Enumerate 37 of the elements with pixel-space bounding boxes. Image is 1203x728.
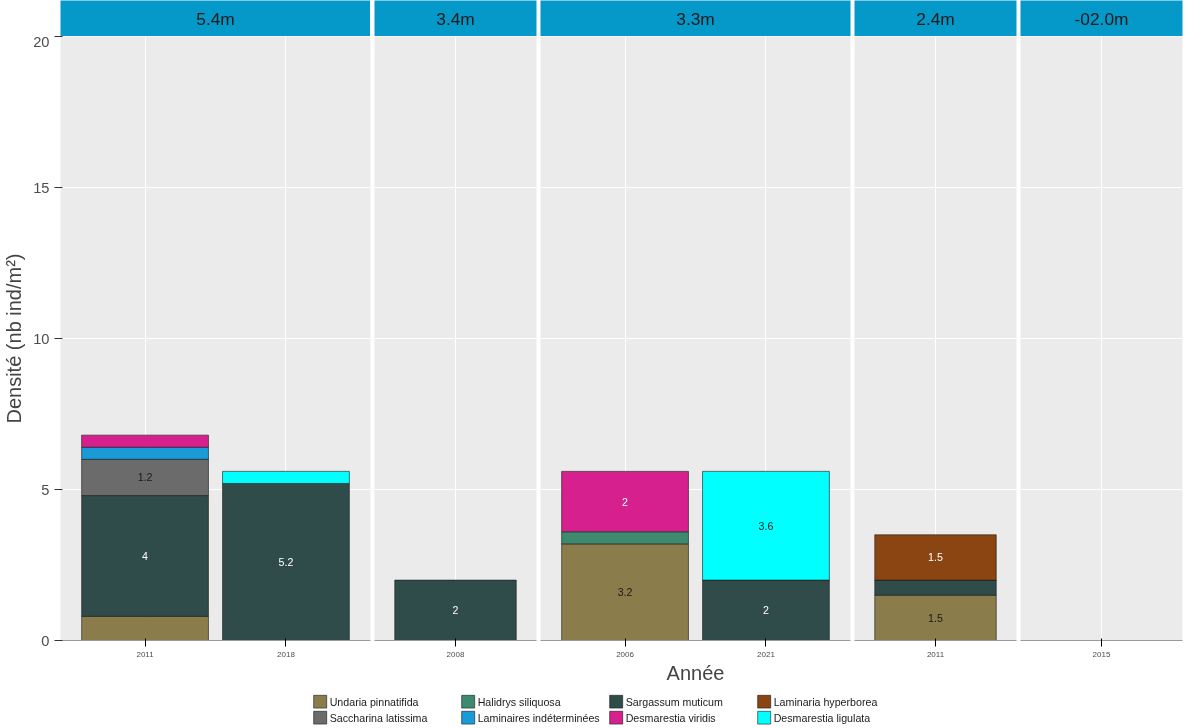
y-tick-label: 15: [33, 179, 50, 196]
legend-label: Undaria pinnatifida: [329, 695, 419, 708]
legend-label: Desmarestia ligulata: [773, 711, 871, 724]
chart-title: -02.0m: [1074, 8, 1129, 29]
x-tick-label: 2006: [616, 649, 635, 659]
data-label: 2: [622, 495, 629, 508]
y-axis-title: Densité (nb ind/m²): [3, 253, 26, 424]
y-tick-label: 0: [41, 632, 50, 649]
chart-title: 5.4m: [196, 8, 235, 29]
x-tick-label: 2021: [757, 649, 776, 659]
data-label: 2: [452, 604, 459, 617]
chart-title: 3.3m: [676, 8, 715, 29]
data-label: 4: [142, 549, 149, 562]
chart-title: 2.4m: [916, 8, 955, 29]
data-label: 5.2: [278, 555, 294, 568]
data-label: 3.6: [758, 519, 774, 532]
x-tick-label: 2015: [1092, 649, 1111, 659]
data-label: 3.2: [617, 586, 633, 599]
legend-label: Saccharina latissima: [329, 711, 428, 724]
y-tick-label: 20: [33, 33, 50, 50]
x-tick-label: 2018: [277, 649, 296, 659]
data-label: 1.5: [928, 611, 943, 624]
data-label: 2: [762, 604, 769, 617]
legend-label: Sargassum muticum: [625, 695, 723, 708]
x-tick-label: 2008: [446, 649, 465, 659]
data-label: 1.5: [928, 551, 943, 564]
y-tick-label: 5: [41, 481, 50, 498]
x-tick-label: 2011: [136, 649, 155, 659]
x-tick-label: 2011: [926, 649, 945, 659]
legend-label: Desmarestia viridis: [625, 711, 716, 724]
y-tick-label: 10: [33, 330, 50, 347]
legend-label: Laminaires indéterminées: [477, 711, 600, 724]
data-label: 1.2: [137, 471, 153, 484]
x-axis-title: Année: [666, 661, 725, 684]
legend-label: Halidrys siliquosa: [477, 695, 561, 708]
chart-title: 3.4m: [436, 8, 475, 29]
legend-label: Laminaria hyperborea: [773, 695, 878, 708]
